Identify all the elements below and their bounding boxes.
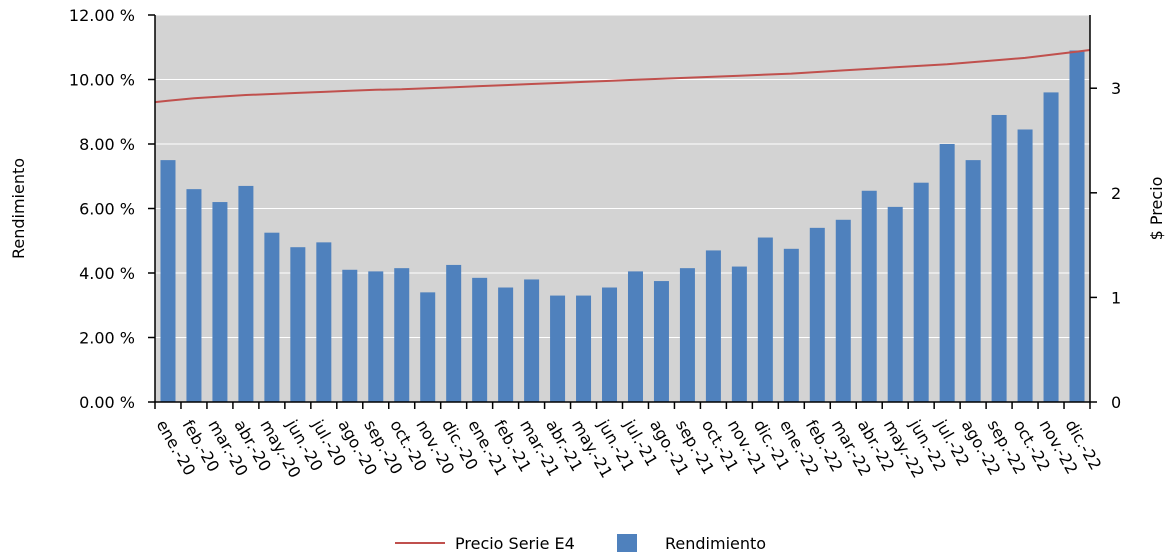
bar: [991, 114, 1007, 402]
bar: [498, 287, 514, 402]
bar: [550, 295, 566, 402]
bar: [212, 202, 228, 402]
bar: [835, 219, 851, 402]
left-tick-label: 2.00 %: [79, 329, 135, 348]
bar: [524, 279, 540, 402]
bar: [576, 295, 592, 402]
left-tick-label: 8.00 %: [79, 135, 135, 154]
bar: [627, 271, 643, 402]
bar: [160, 160, 176, 402]
bar: [705, 250, 721, 402]
bar: [264, 232, 280, 402]
bar: [1017, 129, 1033, 403]
bar: [368, 271, 384, 402]
y2-axis-title: $ Precio: [1147, 177, 1166, 241]
bar: [316, 242, 332, 402]
bar: [472, 277, 488, 402]
left-tick-label: 0.00 %: [79, 393, 135, 412]
bar: [965, 160, 981, 402]
bar: [809, 227, 825, 402]
bar: [861, 190, 877, 402]
legend-label-rendimiento: Rendimiento: [665, 534, 766, 553]
y-axis-title: Rendimiento: [9, 158, 28, 259]
left-axis-ticks: 0.00 % 2.00 % 4.00 % 6.00 % 8.00 % 10.00 % 12.…: [69, 6, 155, 412]
bar: [290, 247, 306, 402]
bar: [1043, 92, 1059, 403]
bar: [757, 237, 773, 402]
left-tick-label: 10.00 %: [69, 71, 135, 90]
bar: [1069, 50, 1085, 402]
bar: [913, 182, 929, 402]
bar: [783, 248, 799, 402]
bar: [446, 264, 462, 402]
bar: [394, 268, 410, 402]
bar: [238, 185, 254, 402]
right-tick-label: 2: [1111, 184, 1121, 203]
right-axis-ticks: 0 1 2 3: [1090, 79, 1121, 412]
right-tick-label: 3: [1111, 79, 1121, 98]
bar: [939, 144, 955, 402]
bar: [342, 269, 358, 402]
legend-label-precio: Precio Serie E4: [455, 534, 575, 553]
bar: [731, 266, 747, 402]
bar: [420, 292, 436, 402]
bar: [887, 206, 903, 402]
bar: [653, 281, 669, 402]
left-tick-label: 4.00 %: [79, 264, 135, 283]
left-tick-label: 12.00 %: [69, 6, 135, 25]
x-axis-ticks: ene.-20feb.-20mar.-20abr.-20may.-20jun.-…: [153, 402, 1105, 481]
left-tick-label: 6.00 %: [79, 200, 135, 219]
line-precio-serie-e4: [154, 49, 1091, 104]
bar: [186, 189, 202, 402]
bars-rendimiento: [160, 50, 1085, 403]
legend-bar-swatch: [617, 534, 637, 552]
right-tick-label: 1: [1111, 288, 1121, 307]
legend: Precio Serie E4 Rendimiento: [395, 534, 766, 553]
bar: [602, 287, 618, 402]
gridlines: [155, 14, 1090, 338]
right-tick-label: 0: [1111, 393, 1121, 412]
bar: [679, 268, 695, 402]
